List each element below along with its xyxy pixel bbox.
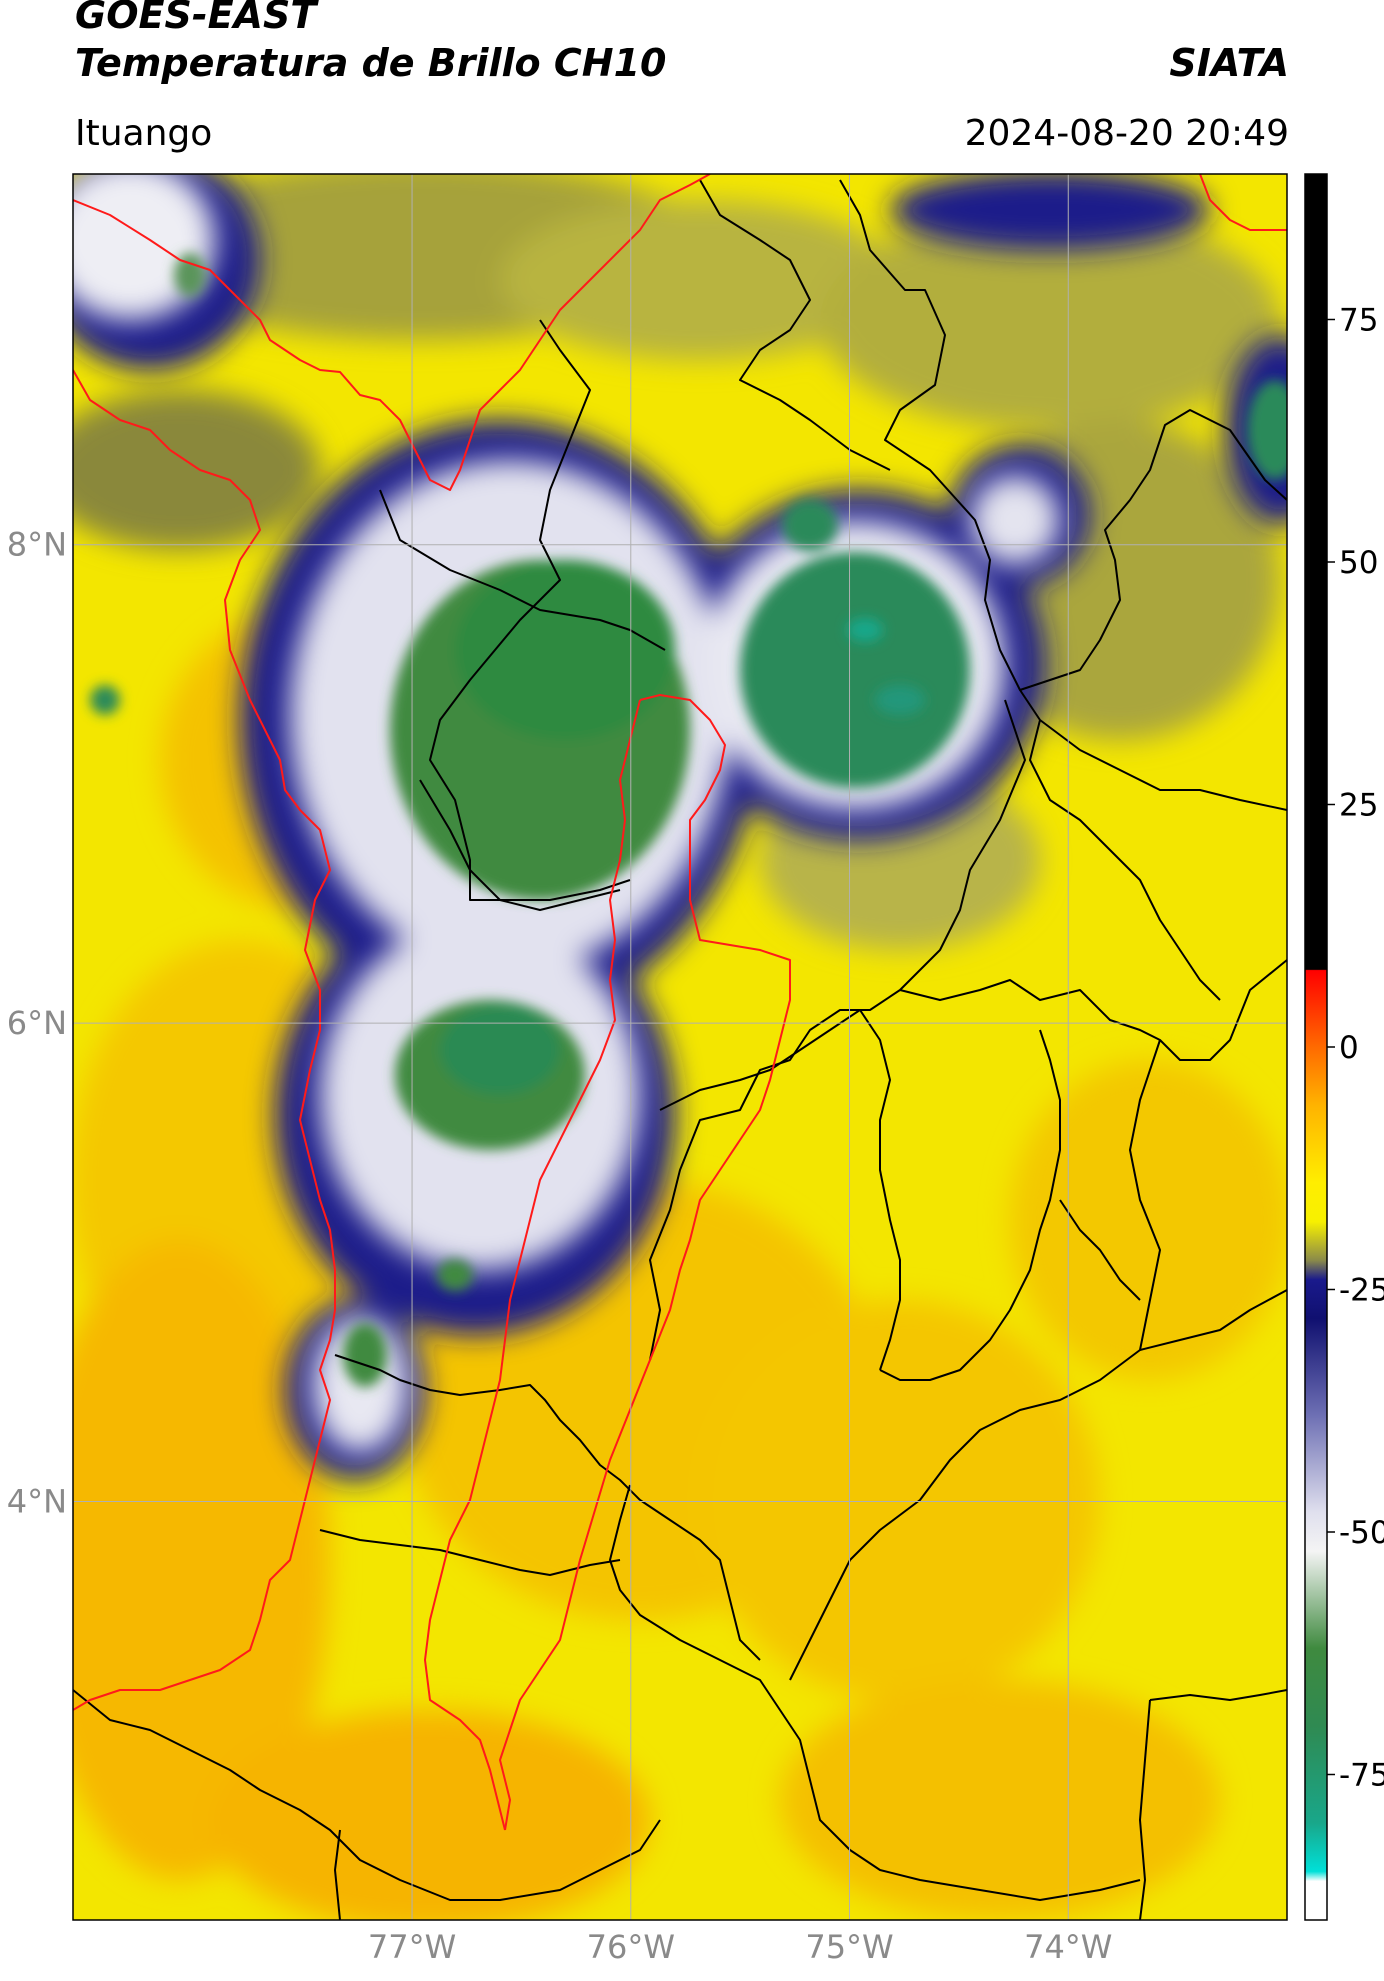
- datetime-label: 2024-08-20 20:49: [964, 113, 1289, 154]
- location-label: Ituango: [75, 113, 213, 154]
- colorbar-tick-label: 50: [1339, 545, 1378, 581]
- map-frame: [72, 173, 1288, 1921]
- coastline: [73, 174, 1287, 1831]
- colorbar-tick-label: -25: [1339, 1273, 1384, 1309]
- brightness-temperature-map: [73, 174, 1287, 1920]
- lon-tick-label: 75°W: [805, 1928, 893, 1966]
- colorbar: 75 50 25 0 -25 -50 -75: [1304, 173, 1384, 1921]
- colorbar-tick-label: -75: [1339, 1758, 1384, 1794]
- colorbar-tick-label: 75: [1339, 303, 1378, 339]
- longitude-labels: 77°W 76°W 75°W 74°W: [368, 1928, 1113, 1966]
- latitude-labels: 4°N 6°N 8°N: [7, 526, 67, 1521]
- lon-tick-label: 74°W: [1024, 1928, 1112, 1966]
- product-title: Temperatura de Brillo CH10: [75, 41, 667, 85]
- lon-tick-label: 77°W: [368, 1928, 456, 1966]
- colorbar-tick-label: 25: [1339, 788, 1378, 824]
- organization-label: SIATA: [1169, 41, 1289, 85]
- convective-cores: [90, 253, 1287, 1387]
- colorbar-tick-label: 0: [1339, 1030, 1359, 1066]
- graticule: [73, 174, 1287, 1920]
- colorbar-ticks: 75 50 25 0 -25 -50 -75: [1327, 303, 1384, 1794]
- lat-tick-label: 4°N: [7, 1482, 67, 1520]
- satellite-title: GOES-EAST: [75, 0, 317, 37]
- colorbar-tick-label: -50: [1339, 1515, 1384, 1551]
- lon-tick-label: 76°W: [587, 1928, 675, 1966]
- admin-borders: [73, 179, 1287, 1920]
- lat-tick-label: 6°N: [7, 1004, 67, 1042]
- lat-tick-label: 8°N: [7, 526, 67, 564]
- colorbar-gradient: [1305, 174, 1327, 1920]
- coldest-tops: [847, 618, 925, 715]
